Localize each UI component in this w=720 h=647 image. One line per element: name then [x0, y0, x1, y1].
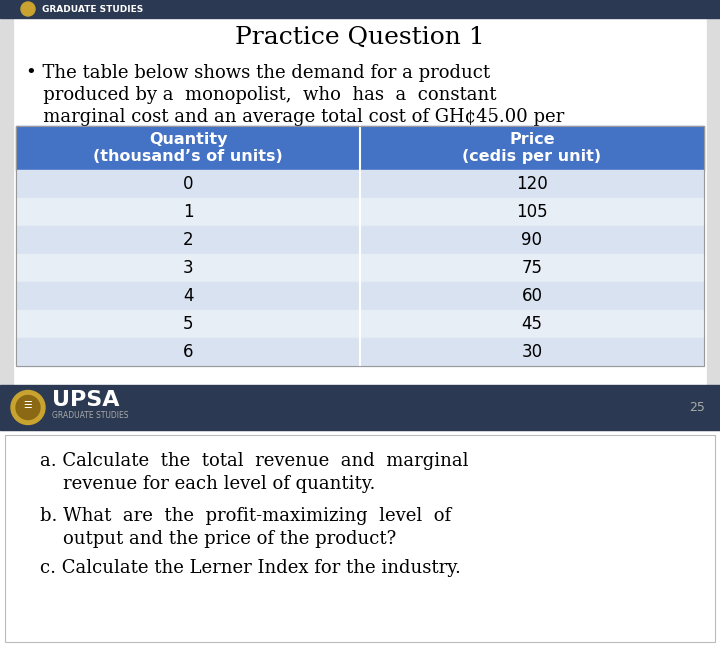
- Circle shape: [16, 395, 40, 419]
- Text: GRADUATE STUDIES: GRADUATE STUDIES: [52, 411, 128, 420]
- Text: Quantity
(thousand’s of units): Quantity (thousand’s of units): [93, 132, 283, 164]
- Bar: [16, 226, 704, 254]
- Text: 45: 45: [521, 315, 542, 333]
- Text: 6: 6: [183, 343, 193, 361]
- Text: b. What  are  the  profit-maximizing  level  of: b. What are the profit-maximizing level …: [40, 507, 451, 525]
- Text: ☰: ☰: [24, 399, 32, 410]
- Text: 90: 90: [521, 231, 542, 249]
- Text: 3: 3: [183, 259, 193, 277]
- Text: 5: 5: [183, 315, 193, 333]
- Text: 105: 105: [516, 203, 548, 221]
- Text: 0: 0: [183, 175, 193, 193]
- Bar: [16, 198, 704, 226]
- Text: 30: 30: [521, 343, 543, 361]
- Bar: [16, 254, 704, 282]
- Text: • The table below shows the demand for a product: • The table below shows the demand for a…: [26, 64, 490, 82]
- Bar: [16, 282, 704, 310]
- Bar: [0, 385, 720, 430]
- Text: 120: 120: [516, 175, 548, 193]
- Bar: [0, 430, 720, 647]
- Text: Practice Question 1: Practice Question 1: [235, 26, 485, 49]
- Bar: [0, 0, 720, 18]
- Bar: [5, 435, 715, 642]
- Text: a. Calculate  the  total  revenue  and  marginal: a. Calculate the total revenue and margi…: [40, 452, 469, 470]
- Bar: [16, 126, 704, 170]
- Text: 25: 25: [689, 401, 705, 414]
- Text: 1: 1: [183, 203, 193, 221]
- Text: c. Calculate the Lerner Index for the industry.: c. Calculate the Lerner Index for the in…: [40, 559, 461, 577]
- Text: 75: 75: [521, 259, 542, 277]
- Bar: [16, 126, 704, 366]
- Text: 60: 60: [521, 287, 542, 305]
- Text: Price
(cedis per unit): Price (cedis per unit): [462, 132, 602, 164]
- Bar: [14, 18, 706, 385]
- Circle shape: [11, 391, 45, 424]
- Circle shape: [21, 2, 35, 16]
- Bar: [0, 0, 720, 430]
- Text: marginal cost and an average total cost of GH¢45.00 per: marginal cost and an average total cost …: [26, 108, 564, 126]
- Text: produced by a  monopolist,  who  has  a  constant: produced by a monopolist, who has a cons…: [26, 86, 497, 104]
- Bar: [16, 170, 704, 198]
- Text: output and the price of the product?: output and the price of the product?: [40, 530, 396, 548]
- Text: 4: 4: [183, 287, 193, 305]
- Text: UPSA: UPSA: [52, 391, 120, 410]
- Text: GRADUATE STUDIES: GRADUATE STUDIES: [42, 5, 143, 14]
- Text: 2: 2: [183, 231, 193, 249]
- Bar: [16, 310, 704, 338]
- Text: revenue for each level of quantity.: revenue for each level of quantity.: [40, 475, 375, 493]
- Bar: [16, 338, 704, 366]
